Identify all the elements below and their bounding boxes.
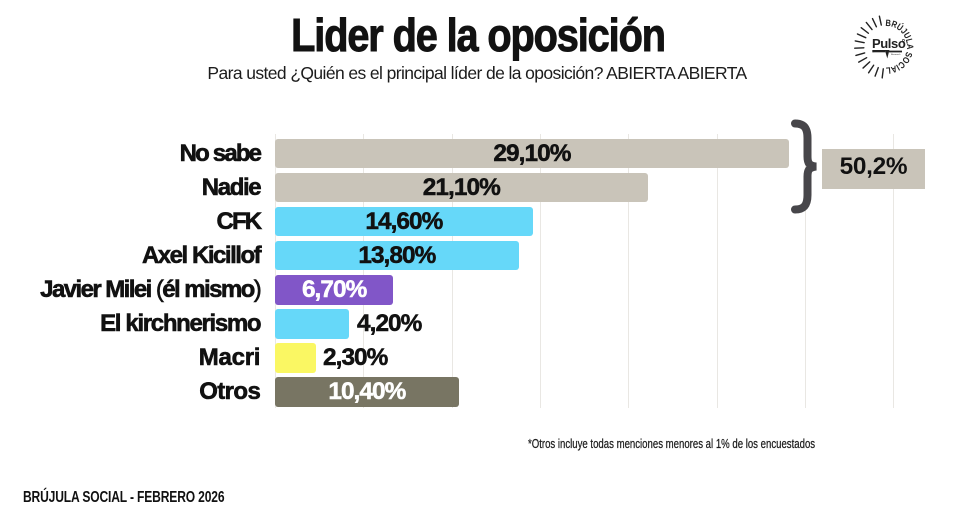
svg-text:Research: Research	[891, 53, 901, 56]
svg-text:Pulso: Pulso	[872, 36, 906, 51]
